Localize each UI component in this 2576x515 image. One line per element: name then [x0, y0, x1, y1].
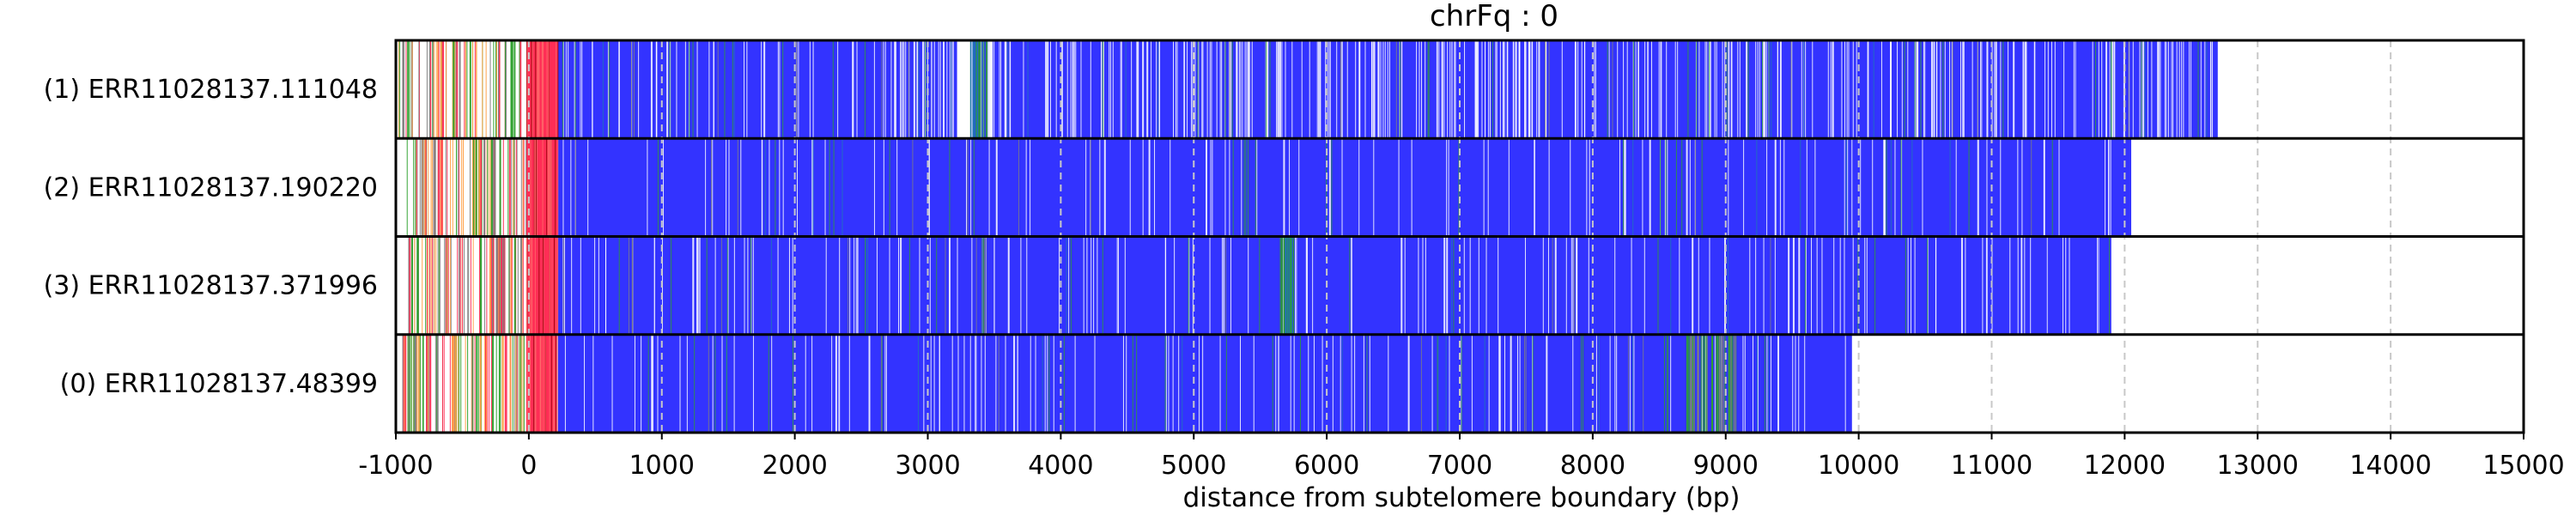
subtelomere-white-band [396, 41, 526, 138]
x-tick-label-9: 8000 [1560, 451, 1625, 481]
telomere-repeat-block [555, 139, 2132, 236]
x-tick-label-8: 7000 [1427, 451, 1492, 481]
row-label-1: (2) ERR11028137.190220 [44, 173, 378, 203]
read-row-2: (3) ERR11028137.371996 [44, 236, 2524, 335]
row-label-0: (1) ERR11028137.111048 [44, 75, 378, 105]
x-tick-label-12: 11000 [1951, 451, 2032, 481]
x-tick-label-14: 13000 [2217, 451, 2299, 481]
row-label-3: (0) ERR11028137.48399 [60, 369, 378, 399]
x-tick-label-3: 2000 [762, 451, 827, 481]
x-tick-label-13: 12000 [2084, 451, 2166, 481]
read-row-0: (1) ERR11028137.111048 [44, 40, 2524, 139]
subtelomere-white-band [402, 139, 526, 236]
x-tick-label-7: 6000 [1294, 451, 1359, 481]
x-tick-label-11: 10000 [1818, 451, 1899, 481]
telomere-repeat-block [555, 237, 2111, 334]
telomere-repeat-block [555, 335, 1852, 432]
subtelomere-red-band [526, 237, 558, 334]
chart-title: chrFq : 0 [1430, 0, 1558, 33]
subtelomere-red-band [526, 335, 558, 432]
x-tick-label-0: -1000 [358, 451, 433, 481]
x-tick-label-15: 14000 [2349, 451, 2431, 481]
empty-suffix [2111, 236, 2524, 335]
white-gap [957, 41, 971, 138]
empty-suffix [2131, 138, 2524, 237]
read-row-3: (0) ERR11028137.48399 [60, 334, 2524, 433]
subtelomere-red-band [526, 139, 558, 236]
empty-prefix [396, 334, 403, 433]
subtelomere-white-band [402, 335, 526, 432]
x-tick-label-2: 1000 [629, 451, 695, 481]
x-tick-label-1: 0 [520, 451, 537, 481]
x-tick-label-6: 5000 [1161, 451, 1226, 481]
empty-suffix [1851, 334, 2524, 433]
x-tick-label-4: 3000 [895, 451, 960, 481]
x-tick-label-5: 4000 [1028, 451, 1093, 481]
empty-suffix [2244, 40, 2524, 139]
empty-prefix [396, 138, 403, 237]
row-label-2: (3) ERR11028137.371996 [44, 271, 378, 301]
x-tick-label-16: 15000 [2482, 451, 2564, 481]
x-axis-label: distance from subtelomere boundary (bp) [1183, 482, 1741, 513]
empty-prefix [396, 236, 403, 335]
x-tick-label-10: 9000 [1693, 451, 1759, 481]
read-row-1: (2) ERR11028137.190220 [44, 138, 2524, 237]
